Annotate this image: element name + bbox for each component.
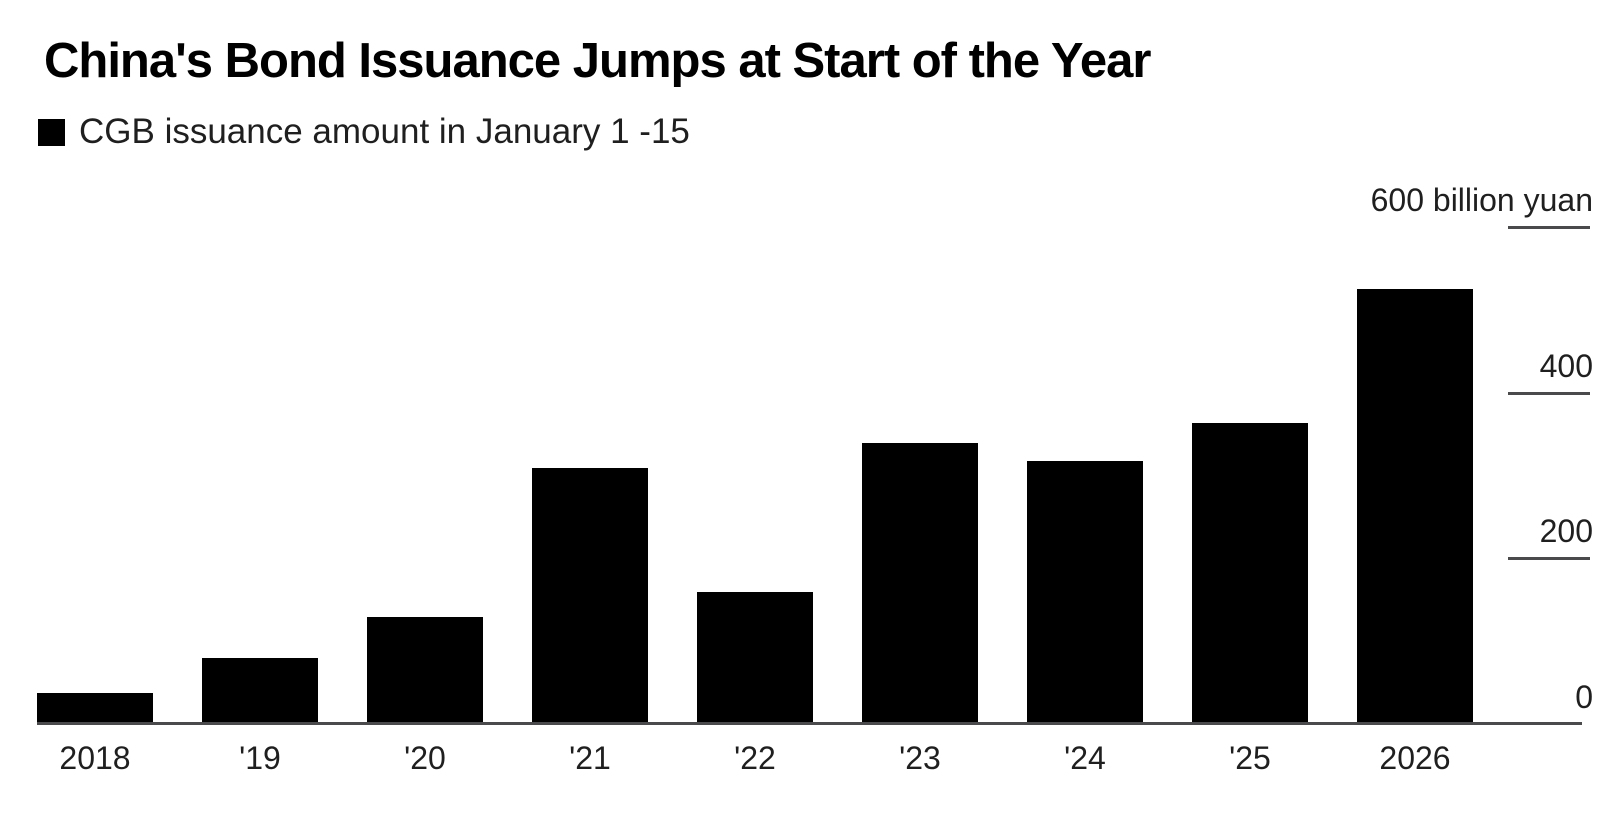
x-axis-label-20: '20	[404, 740, 446, 776]
y-tick-line-400	[1508, 392, 1590, 395]
y-axis-unit-label: 600 billion yuan	[1370, 182, 1593, 218]
x-axis-label-2026: 2026	[1379, 740, 1451, 776]
y-tick-line-600	[1508, 226, 1590, 229]
bar-20	[367, 617, 483, 724]
legend-label: CGB issuance amount in January 1 -15	[79, 112, 690, 151]
bar-25	[1192, 423, 1308, 724]
bar-21	[532, 468, 648, 724]
x-axis-label-22: '22	[734, 740, 776, 776]
y-tick-label-400: 400	[1539, 348, 1593, 384]
bar-24	[1027, 461, 1143, 724]
x-axis-label-25: '25	[1229, 740, 1271, 776]
legend-square-icon	[38, 118, 65, 146]
bar-22	[697, 592, 813, 724]
chart-legend: CGB issuance amount in January 1 -15	[38, 112, 690, 152]
bar-23	[862, 443, 978, 724]
x-axis-label-21: '21	[569, 740, 611, 776]
y-tick-label-0: 0	[1575, 679, 1593, 715]
y-tick-line-200	[1508, 557, 1590, 560]
bar-2018	[37, 693, 153, 724]
x-axis-line	[37, 722, 1582, 725]
x-axis-label-24: '24	[1064, 740, 1106, 776]
x-axis-label-23: '23	[899, 740, 941, 776]
bar-19	[202, 658, 318, 724]
x-axis-label-19: '19	[239, 740, 281, 776]
bar-2026	[1357, 289, 1473, 724]
chart-title: China's Bond Issuance Jumps at Start of …	[44, 34, 1151, 88]
x-axis-label-2018: 2018	[59, 740, 131, 776]
y-tick-label-200: 200	[1539, 513, 1593, 549]
